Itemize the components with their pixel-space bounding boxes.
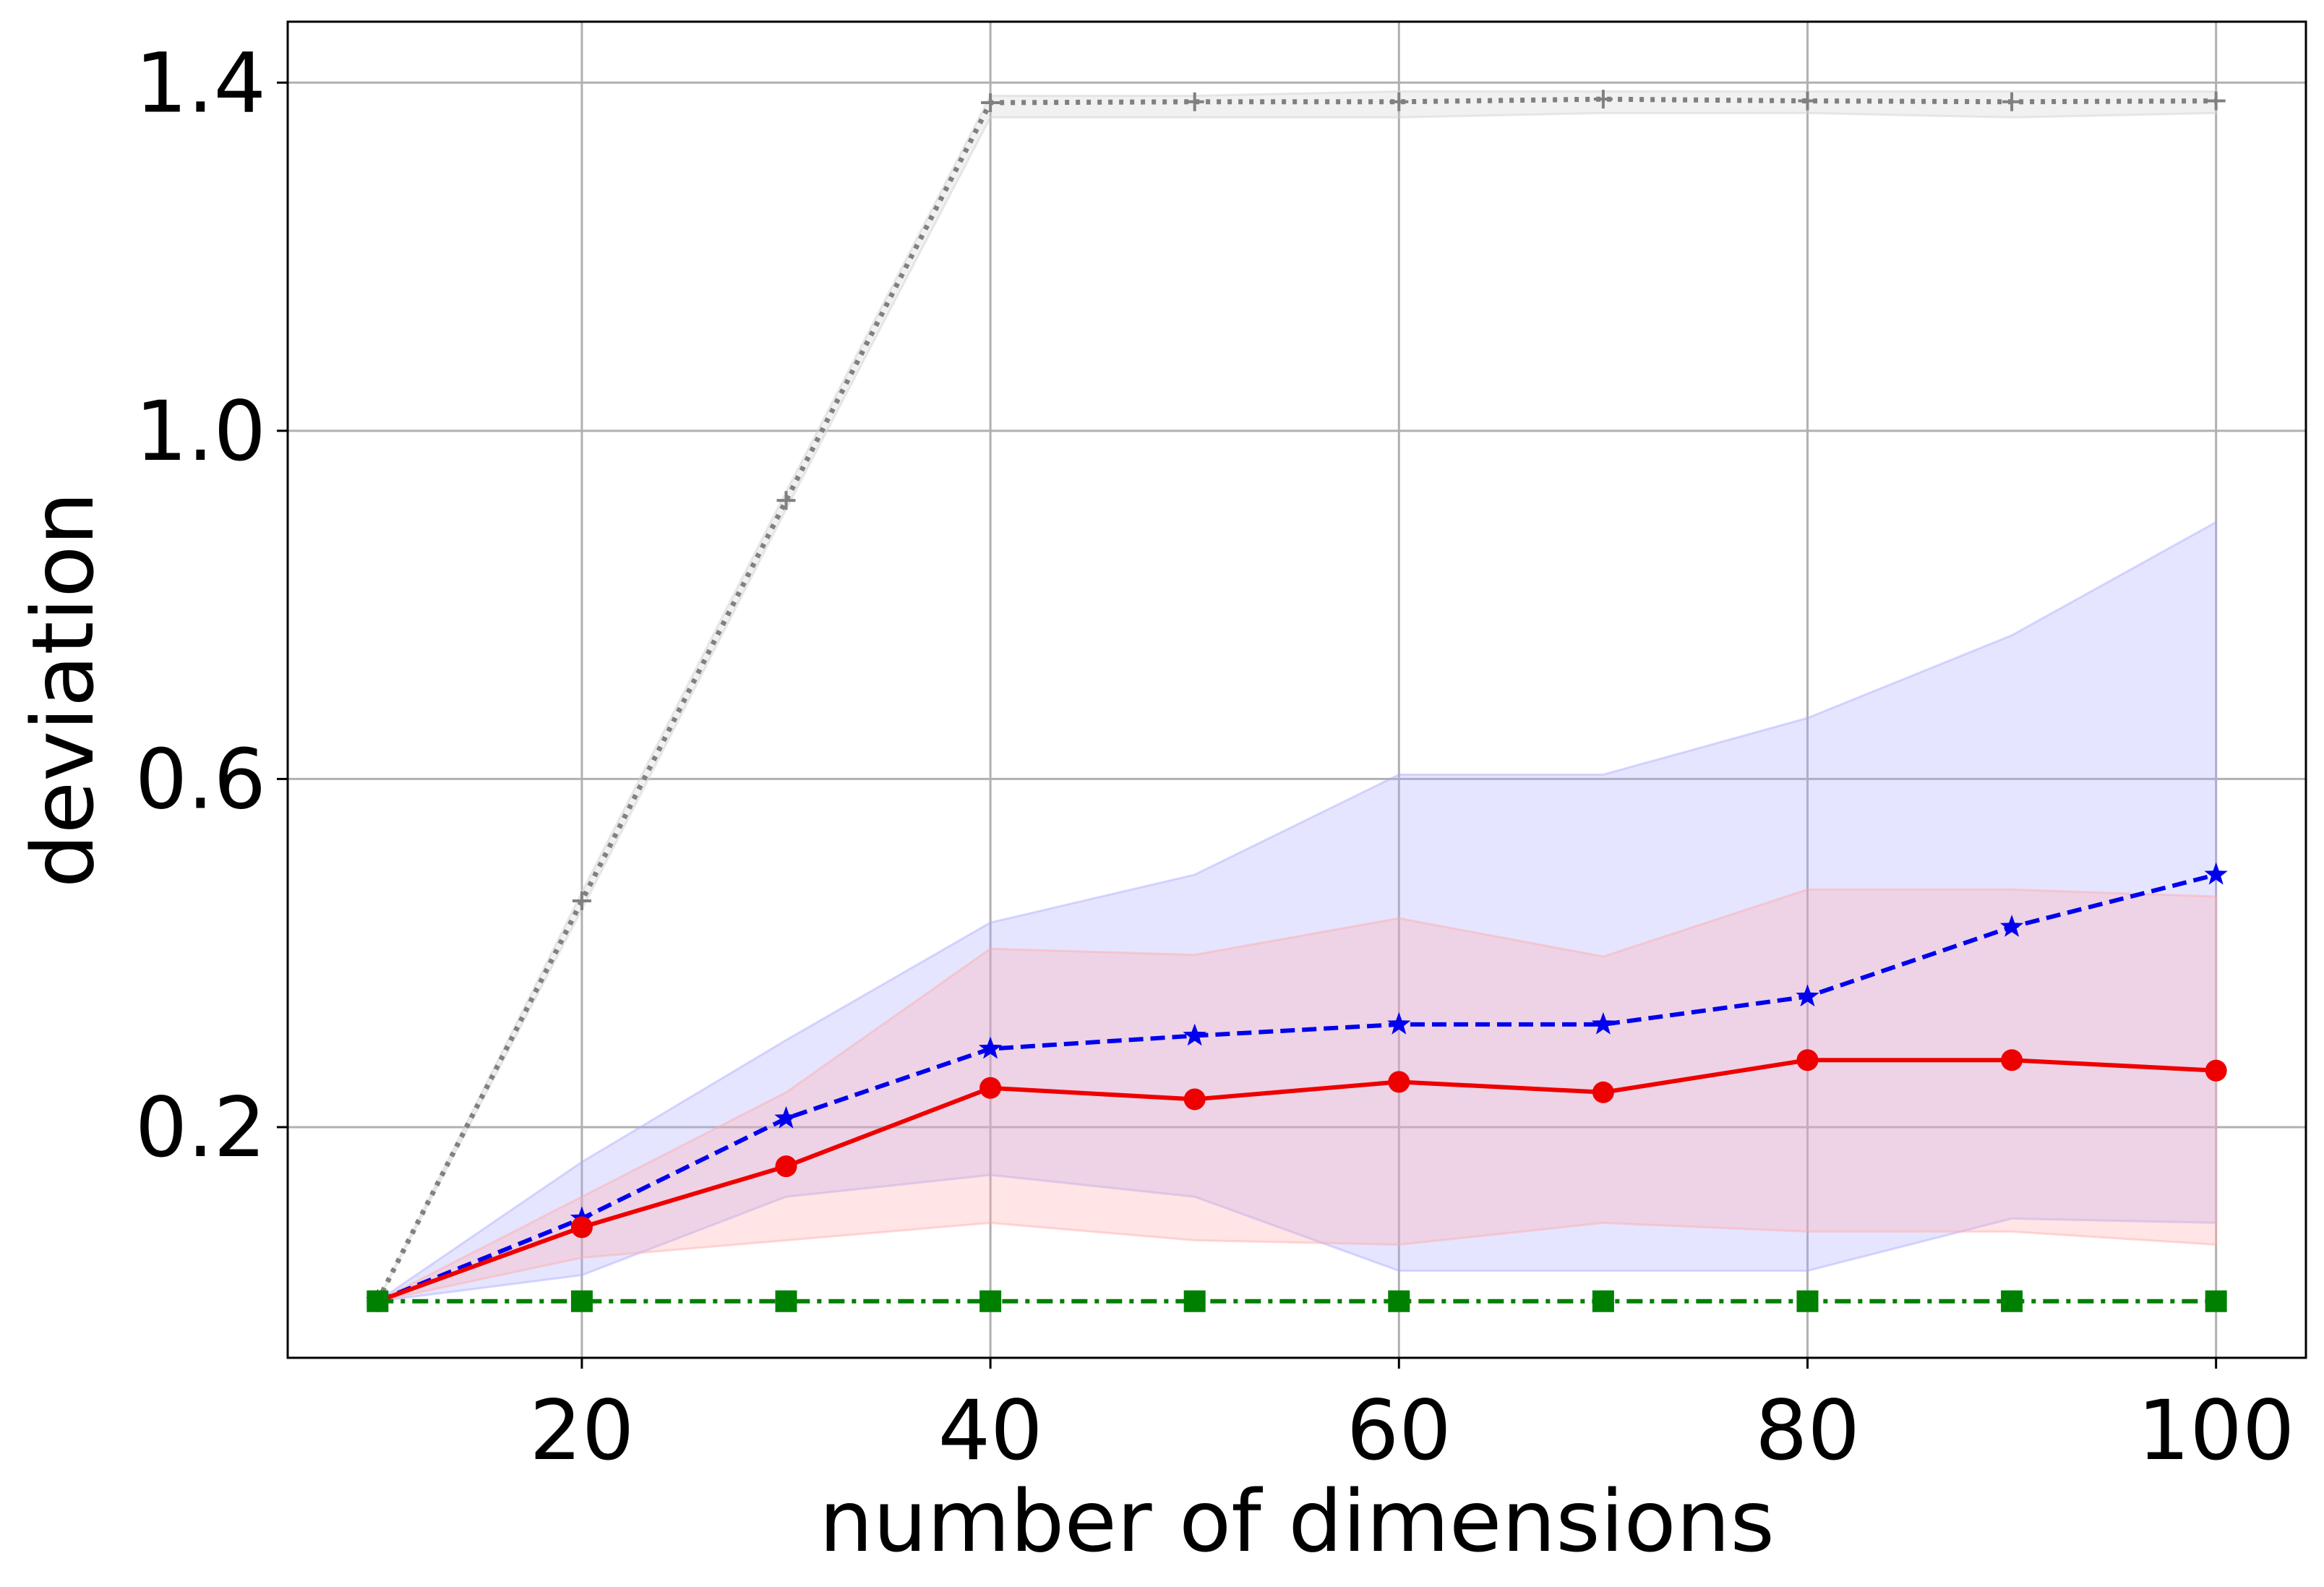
point-series-0 [1389,92,1409,111]
x-axis-title: number of dimensions [819,1471,1775,1571]
series-lines [375,96,2217,1304]
point-series-0 [2206,91,2226,111]
point-series-3 [1796,1290,1819,1312]
y-axis-title: deviation [13,492,113,888]
y-tick-label: 1.0 [135,383,266,479]
confidence-bands [376,90,2218,1303]
point-series-2 [1796,1049,1819,1071]
point-series-1 [1387,1011,1411,1035]
grid-lines [288,22,2306,1358]
series-markers [366,90,2228,1312]
point-series-0 [1593,90,1613,109]
point-series-0 [981,93,1000,112]
point-series-3 [1388,1290,1410,1312]
point-series-3 [2001,1290,2023,1312]
point-series-2 [570,1216,593,1239]
x-tick-label: 60 [1347,1382,1452,1479]
point-series-3 [979,1290,1002,1312]
point-series-2 [2205,1059,2227,1082]
point-series-2 [1388,1071,1410,1093]
band-series-2 [377,888,2218,1303]
y-tick-label: 0.2 [135,1079,266,1176]
point-series-3 [1183,1290,1206,1312]
y-tick-label: 0.6 [135,731,266,827]
line-series-0 [375,96,2216,1303]
point-series-3 [2205,1290,2227,1312]
point-series-1 [978,1036,1003,1059]
x-tick-label: 80 [1755,1382,1860,1479]
point-series-2 [1183,1088,1206,1111]
point-series-1 [1999,915,2024,937]
point-series-1 [1591,1011,1616,1035]
plot-frame [286,20,2307,1359]
point-series-2 [979,1077,1002,1099]
point-series-3 [570,1290,593,1312]
point-series-3 [366,1290,389,1312]
point-series-1 [2204,862,2228,885]
point-series-2 [775,1155,797,1178]
x-tick-label: 100 [2138,1382,2295,1479]
point-series-0 [1185,92,1204,111]
point-series-0 [572,891,591,910]
y-tick-label: 1.4 [135,35,266,131]
point-series-3 [775,1290,797,1312]
point-series-2 [1592,1081,1614,1103]
line-series-2 [377,1058,2216,1304]
axis-ticks: 20 40 60 80 100 0.2 0.6 1.0 1.4 [135,35,2295,1479]
point-series-1 [1796,984,1819,1007]
point-series-1 [774,1105,798,1129]
x-tick-label: 20 [529,1382,634,1479]
x-tick-label: 40 [938,1382,1043,1479]
point-series-0 [1798,91,1817,111]
point-series-2 [2001,1049,2023,1071]
point-series-1 [1183,1023,1206,1046]
point-series-3 [1592,1290,1614,1312]
line-series-1 [377,872,2217,1304]
point-series-0 [776,491,796,510]
point-series-0 [2002,92,2022,111]
